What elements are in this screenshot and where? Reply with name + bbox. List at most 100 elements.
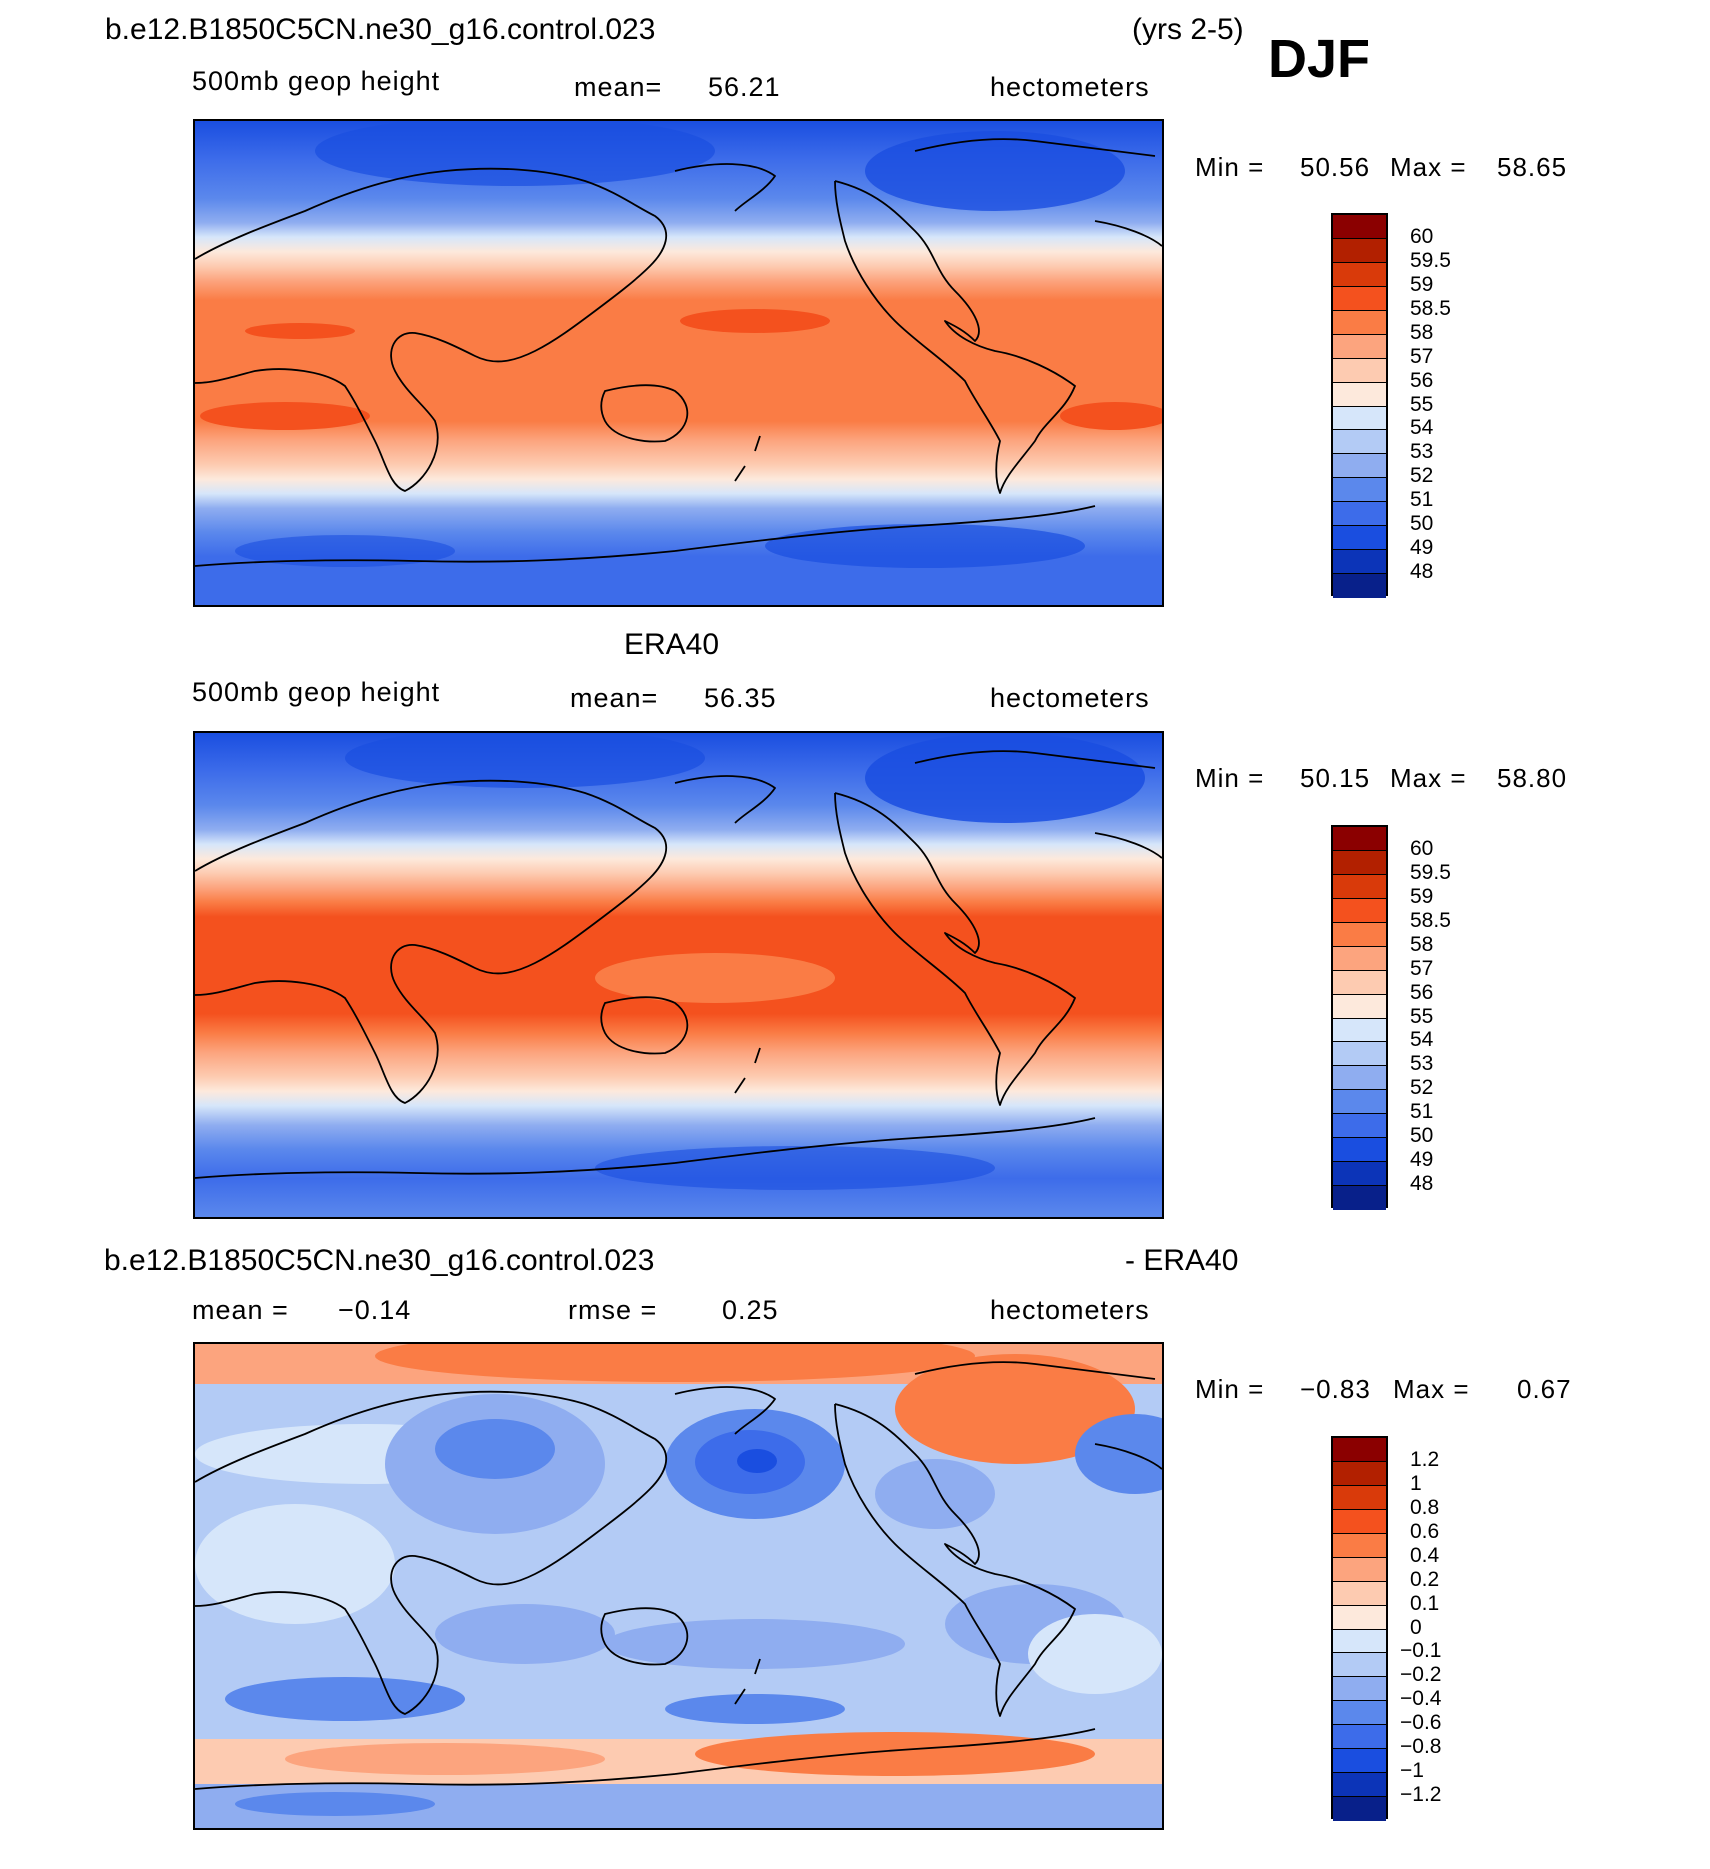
colorbar-swatch — [1333, 1138, 1386, 1163]
colorbar-tick-label: 59.5 — [1410, 248, 1451, 272]
colorbar-tick-label: 0.1 — [1410, 1591, 1440, 1615]
panel-2-map — [193, 731, 1164, 1219]
panel-1-variable: 500mb geop height — [192, 66, 441, 96]
colorbar-swatch — [1333, 1533, 1386, 1558]
panel-3-mean-label: mean = — [192, 1295, 289, 1325]
panel-3-rmse-label: rmse = — [568, 1295, 658, 1325]
colorbar-swatch — [1333, 1701, 1386, 1726]
colorbar-tick-label: 0.8 — [1410, 1495, 1440, 1519]
colorbar-swatch — [1333, 1557, 1386, 1582]
colorbar-tick-label: −1 — [1400, 1759, 1424, 1783]
panel-2-colorbar — [1331, 825, 1388, 1210]
colorbar-swatch — [1333, 1485, 1386, 1510]
colorbar-swatch — [1333, 1018, 1386, 1043]
panel-1-mean-label: mean= — [574, 72, 663, 102]
colorbar-swatch — [1333, 1162, 1386, 1187]
colorbar-swatch — [1333, 850, 1386, 875]
colorbar-tick-label: 49 — [1410, 536, 1434, 560]
panel-1-min-label: Min = — [1195, 152, 1265, 182]
panel-1-max-value: 58.65 — [1497, 152, 1568, 182]
panel-2-min-label: Min = — [1195, 763, 1265, 793]
colorbar-tick-label: 54 — [1410, 1028, 1434, 1052]
panel-1-min-value: 50.56 — [1300, 152, 1371, 182]
colorbar-swatch — [1333, 1461, 1386, 1486]
colorbar-tick-label: 58.5 — [1410, 908, 1451, 932]
panel-3-min-value: −0.83 — [1300, 1374, 1371, 1404]
colorbar-swatch — [1333, 574, 1386, 598]
colorbar-tick-label: 60 — [1410, 836, 1434, 860]
colorbar-tick-label: 53 — [1410, 1052, 1434, 1076]
colorbar-tick-label: 0.6 — [1410, 1519, 1440, 1543]
colorbar-tick-label: 58 — [1410, 932, 1434, 956]
colorbar-tick-label: 50 — [1410, 512, 1434, 536]
panel-3-rmse-value: 0.25 — [722, 1295, 779, 1325]
panel-1-map — [193, 119, 1164, 607]
colorbar-swatch — [1333, 1605, 1386, 1630]
colorbar-swatch — [1333, 550, 1386, 575]
panel-3-max-label: Max = — [1393, 1374, 1470, 1404]
panel-2-min-value: 50.15 — [1300, 763, 1371, 793]
colorbar-tick-label: −0.2 — [1400, 1663, 1442, 1687]
colorbar-swatch — [1333, 1114, 1386, 1139]
colorbar-swatch — [1333, 502, 1386, 527]
panel-3-title: b.e12.B1850C5CN.ne30_g16.control.023 — [104, 1244, 655, 1277]
colorbar-swatch — [1333, 238, 1386, 263]
colorbar-swatch — [1333, 454, 1386, 479]
colorbar-tick-label: 48 — [1410, 1172, 1434, 1196]
colorbar-swatch — [1333, 1042, 1386, 1067]
panel-2-units: hectometers — [990, 683, 1150, 713]
colorbar-swatch — [1333, 334, 1386, 359]
colorbar-tick-label: −1.2 — [1400, 1783, 1442, 1807]
colorbar-swatch — [1333, 286, 1386, 311]
colorbar-swatch — [1333, 970, 1386, 995]
colorbar-swatch — [1333, 1653, 1386, 1678]
panel-1-max-label: Max = — [1390, 152, 1467, 182]
colorbar-swatch — [1333, 1725, 1386, 1750]
colorbar-tick-label: 51 — [1410, 488, 1434, 512]
colorbar-swatch — [1333, 827, 1386, 851]
colorbar-tick-label: −0.4 — [1400, 1687, 1442, 1711]
colorbar-tick-label: 56 — [1410, 980, 1434, 1004]
colorbar-tick-label: 56 — [1410, 368, 1434, 392]
colorbar-tick-label: 57 — [1410, 956, 1434, 980]
colorbar-tick-label: 58 — [1410, 320, 1434, 344]
colorbar-tick-label: 0.2 — [1410, 1567, 1440, 1591]
colorbar-swatch — [1333, 1677, 1386, 1702]
colorbar-tick-label: 55 — [1410, 392, 1434, 416]
colorbar-swatch — [1333, 922, 1386, 947]
colorbar-swatch — [1333, 382, 1386, 407]
colorbar-swatch — [1333, 898, 1386, 923]
colorbar-swatch — [1333, 1186, 1386, 1210]
colorbar-tick-label: 48 — [1410, 560, 1434, 584]
panel-3-colorbar — [1331, 1436, 1388, 1821]
colorbar-swatch — [1333, 262, 1386, 287]
colorbar-tick-label: 54 — [1410, 416, 1434, 440]
years-label: (yrs 2-5) — [1132, 13, 1244, 46]
panel-3-min-label: Min = — [1195, 1374, 1265, 1404]
panel-2-variable: 500mb geop height — [192, 677, 441, 707]
panel-3-mean-value: −0.14 — [338, 1295, 412, 1325]
colorbar-swatch — [1333, 1090, 1386, 1115]
colorbar-tick-label: −0.8 — [1400, 1735, 1442, 1759]
colorbar-swatch — [1333, 310, 1386, 335]
colorbar-tick-label: 59.5 — [1410, 860, 1451, 884]
panel-1-title: b.e12.B1850C5CN.ne30_g16.control.023 — [105, 13, 656, 46]
colorbar-swatch — [1333, 526, 1386, 551]
panel-3-units: hectometers — [990, 1295, 1150, 1325]
colorbar-tick-label: 58.5 — [1410, 296, 1451, 320]
panel-1-mean-value: 56.21 — [708, 72, 781, 102]
colorbar-tick-label: 53 — [1410, 440, 1434, 464]
colorbar-tick-label: 55 — [1410, 1004, 1434, 1028]
colorbar-tick-label: 52 — [1410, 464, 1434, 488]
panel-2-max-label: Max = — [1390, 763, 1467, 793]
colorbar-swatch — [1333, 874, 1386, 899]
colorbar-tick-label: 51 — [1410, 1100, 1434, 1124]
colorbar-tick-label: 49 — [1410, 1148, 1434, 1172]
colorbar-swatch — [1333, 215, 1386, 239]
colorbar-swatch — [1333, 358, 1386, 383]
panel-3-map — [193, 1342, 1164, 1830]
colorbar-swatch — [1333, 1438, 1386, 1462]
colorbar-tick-label: 60 — [1410, 224, 1434, 248]
panel-2-mean-value: 56.35 — [704, 683, 777, 713]
panel-1-units: hectometers — [990, 72, 1150, 102]
